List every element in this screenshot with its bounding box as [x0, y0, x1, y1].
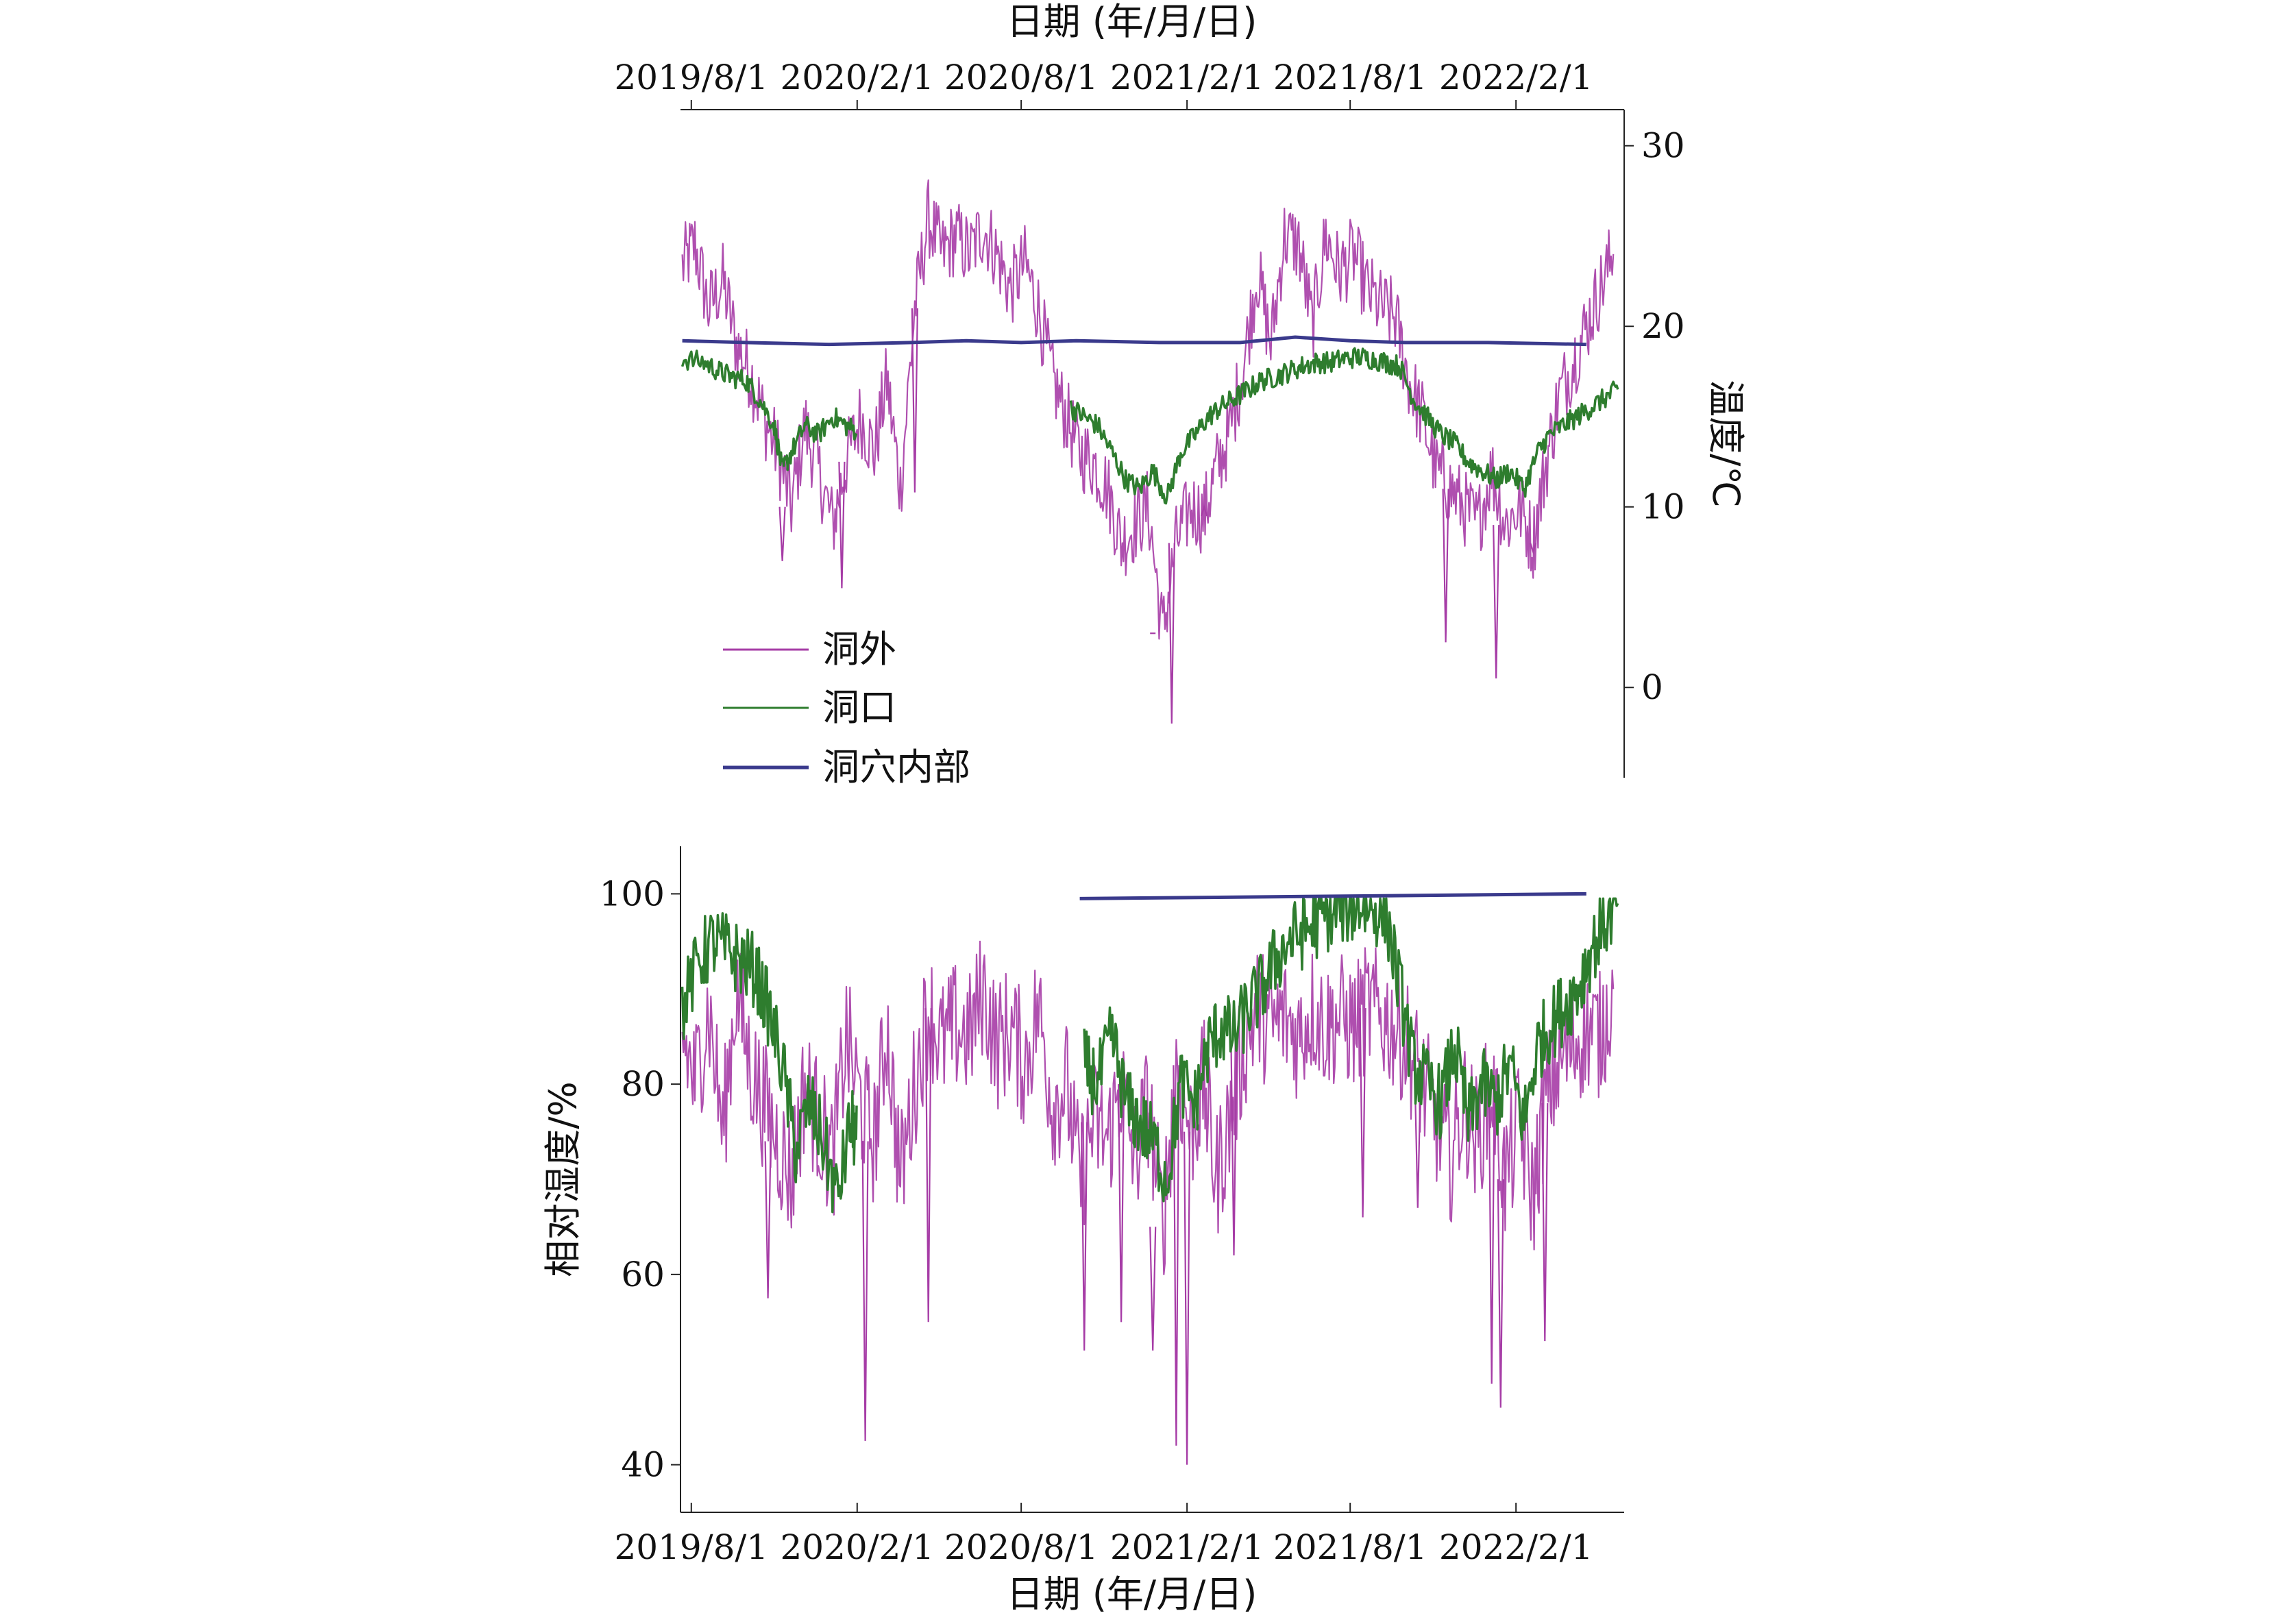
- series-spike: [1359, 1008, 1366, 1218]
- series-spike: [1184, 1131, 1191, 1465]
- series-line-interior: [1079, 891, 1586, 900]
- y-tick-label: 0: [1641, 667, 1663, 707]
- x-tick-label: 2021/8/1: [1273, 1527, 1427, 1567]
- series-spike: [838, 461, 846, 589]
- x-tick-label: 2020/8/1: [944, 58, 1099, 97]
- series-spike: [924, 1008, 932, 1322]
- x-axis-title: 日期 (年/月/日): [1007, 1573, 1258, 1616]
- series-spike: [1149, 1227, 1157, 1351]
- x-tick-label: 2021/2/1: [1110, 1527, 1264, 1567]
- legend-label: 洞口: [822, 686, 896, 729]
- x-tick-label: 2022/2/1: [1439, 1527, 1593, 1567]
- legend-label: 洞穴内部: [822, 746, 970, 789]
- x-tick-label: 2020/2/1: [780, 58, 934, 97]
- y-tick-label: 10: [1641, 487, 1685, 527]
- series-spike: [1118, 1084, 1125, 1322]
- series-spike: [1230, 1046, 1238, 1256]
- series-spike: [1168, 543, 1175, 724]
- x-tick-label: 2020/8/1: [944, 1527, 1099, 1567]
- series-line-outside: [681, 179, 1615, 640]
- series-spike: [1497, 1179, 1504, 1408]
- y-tick-label: 30: [1641, 126, 1685, 166]
- series-spike: [1488, 1084, 1495, 1384]
- x-tick-label: 2019/8/1: [615, 58, 769, 97]
- series-spike: [1081, 1122, 1088, 1351]
- series-spike: [1414, 1084, 1421, 1208]
- series-spike: [1173, 1065, 1180, 1446]
- series-spike: [1493, 525, 1500, 679]
- series-spike: [1201, 504, 1208, 517]
- y-tick-label: 40: [621, 1445, 665, 1485]
- y-axis-title: 温度/℃: [1704, 380, 1748, 508]
- series-spike: [778, 506, 786, 561]
- y-tick-label: 80: [621, 1064, 665, 1104]
- x-tick-label: 2022/2/1: [1439, 58, 1593, 97]
- series-line-entrance: [680, 897, 1619, 1214]
- series-line-entrance: [680, 347, 1619, 505]
- x-tick-label: 2019/8/1: [615, 1527, 769, 1567]
- x-tick-label: 2021/8/1: [1273, 58, 1427, 97]
- legend-label: 洞外: [822, 628, 896, 671]
- series-spike: [1530, 543, 1537, 555]
- series-spike: [1442, 489, 1449, 643]
- temperature-chart: 2019/8/1 2020/2/1 2020/8/1 2021/2/1 2021/8/1…: [615, 0, 1748, 778]
- y-axis-title: 相对湿度/%: [541, 1081, 585, 1277]
- humidity-chart: 2019/8/1 2020/2/1 2020/8/1 2021/2/1 2021/8/1…: [541, 846, 1624, 1616]
- series-line-outside: [681, 940, 1615, 1275]
- y-tick-label: 60: [621, 1255, 665, 1294]
- x-tick-label: 2020/2/1: [780, 1527, 934, 1567]
- series-spike: [1541, 1103, 1549, 1342]
- y-tick-label: 100: [600, 874, 665, 913]
- y-tick-label: 20: [1641, 306, 1685, 346]
- series-spike: [764, 1141, 772, 1299]
- series-spike: [911, 308, 918, 493]
- series-spike: [861, 1141, 869, 1441]
- x-axis-title: 日期 (年/月/日): [1007, 0, 1258, 43]
- x-tick-label: 2021/2/1: [1110, 58, 1264, 97]
- series-line-interior: [682, 335, 1586, 347]
